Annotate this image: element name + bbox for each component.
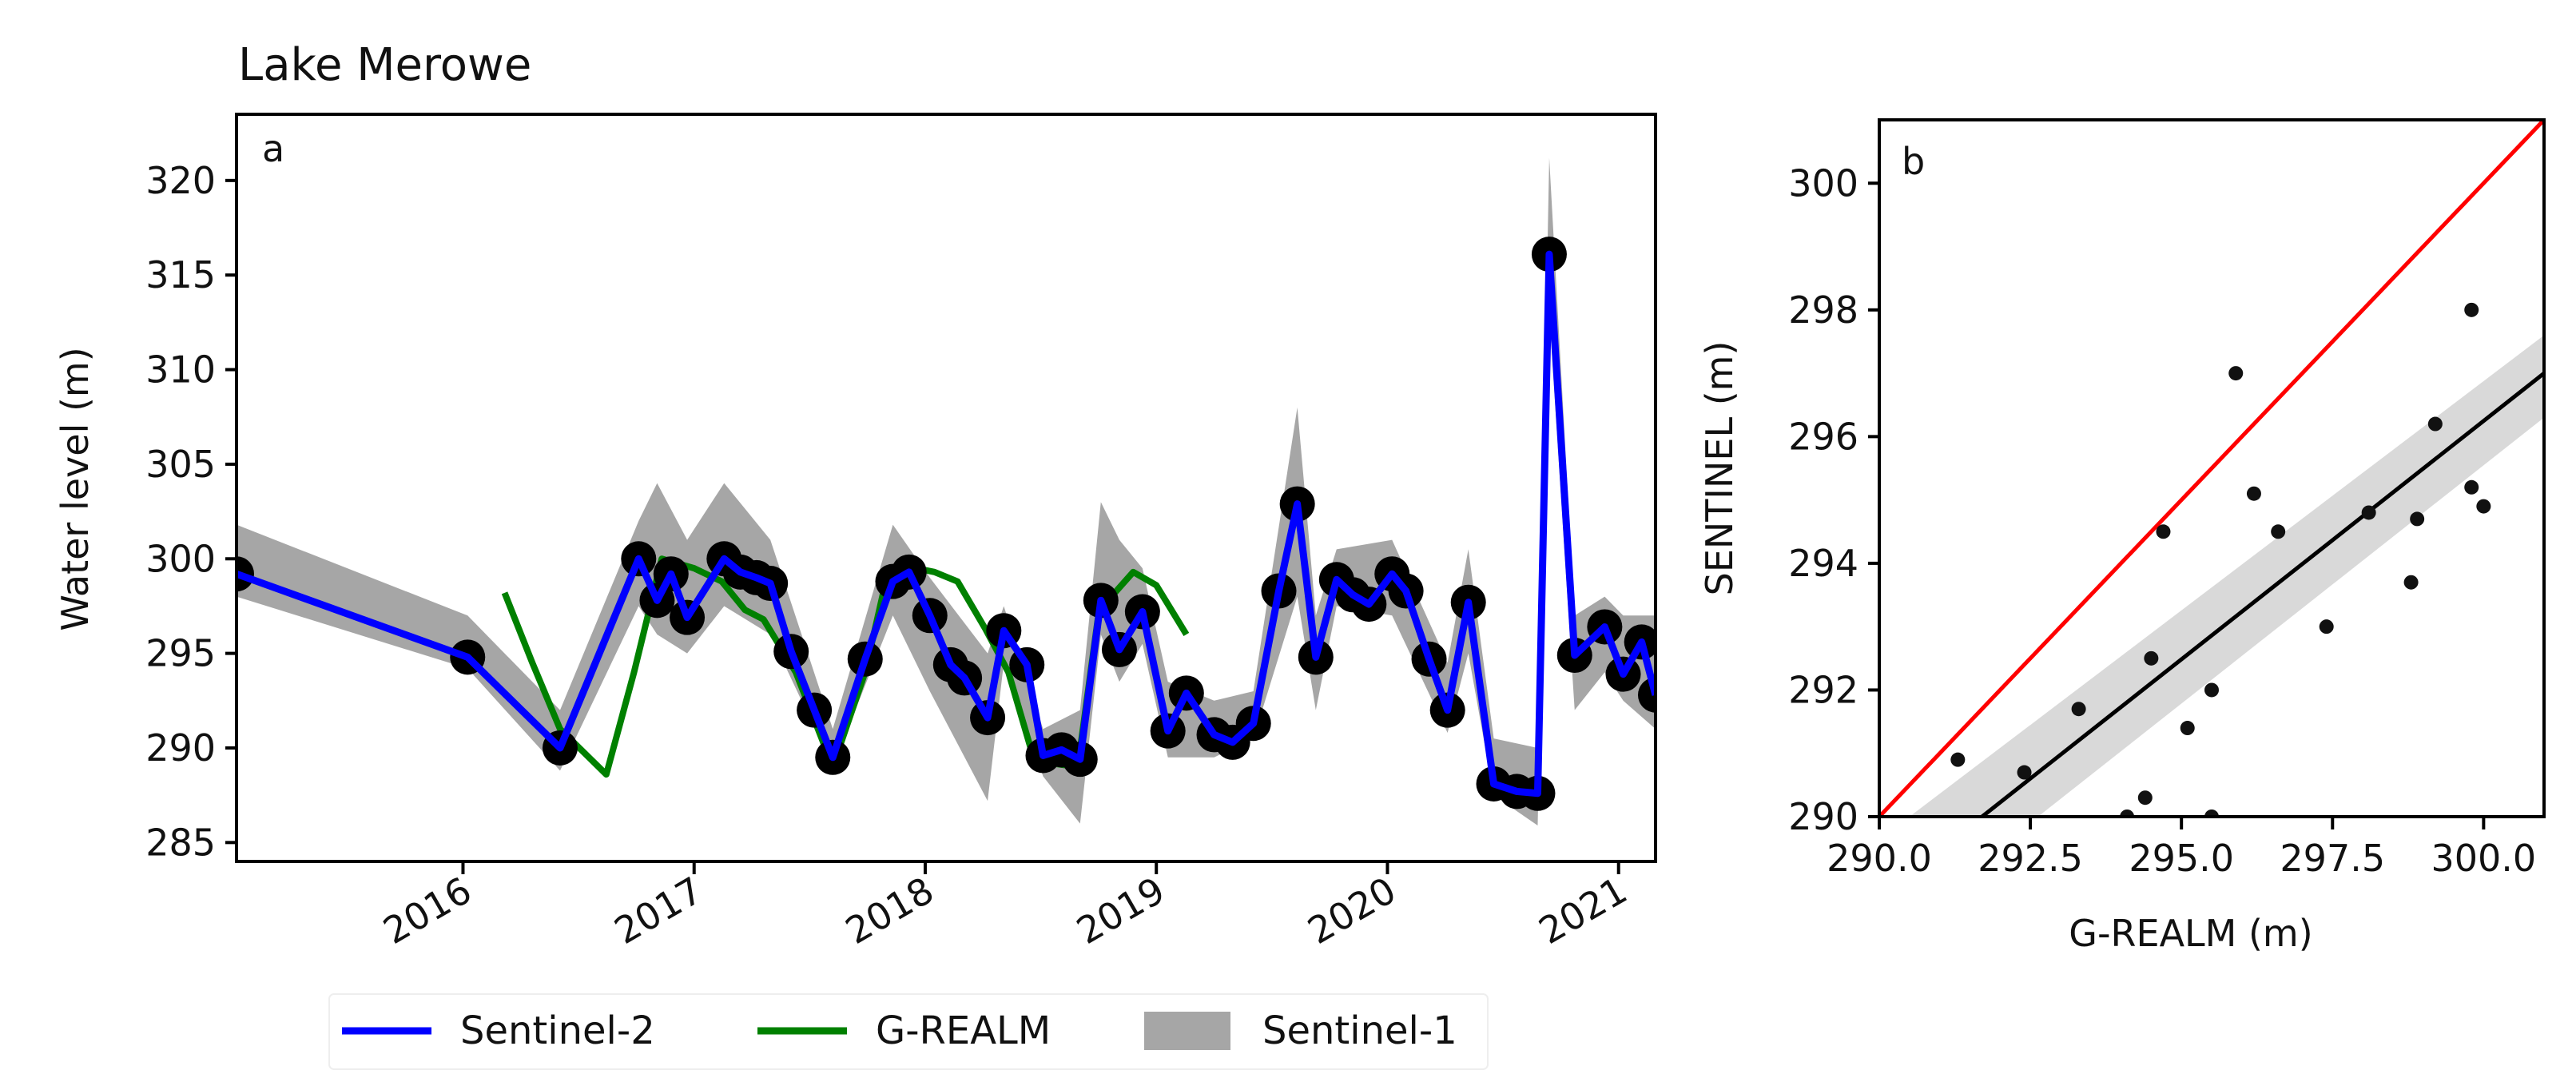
scatter-point xyxy=(2271,524,2286,539)
scatter-point xyxy=(2228,366,2244,381)
legend-item-sentinel-2: Sentinel-2 xyxy=(342,1008,655,1053)
y-tick-label: 310 xyxy=(145,348,216,392)
scatter-point xyxy=(2464,479,2479,495)
scatter-point xyxy=(2476,499,2491,514)
y-tick-label: 315 xyxy=(145,253,216,296)
y-tick-label: 285 xyxy=(145,821,216,864)
scatter-point xyxy=(2017,765,2032,780)
x-tick-label: 2019 xyxy=(1069,869,1171,953)
scatter-point xyxy=(2204,809,2219,817)
panel-b-label: b xyxy=(1902,140,1925,183)
sentinel-2-path xyxy=(237,250,1656,798)
panel-b-y-label: SENTINEL (m) xyxy=(1698,341,1741,596)
regression-fit xyxy=(1981,372,2544,817)
panel-b-y-axis: 290 292 294 296 298 300 xyxy=(1788,161,1879,838)
legend-label-g-realm: G-REALM xyxy=(876,1008,1051,1053)
scatter-point xyxy=(2137,790,2153,806)
x-tick-label: 290.0 xyxy=(1827,837,1932,880)
scatter-point xyxy=(2246,486,2261,501)
panel-a-y-label: Water level (m) xyxy=(54,347,97,630)
legend-label-sentinel-2: Sentinel-2 xyxy=(460,1008,655,1053)
reference-lines xyxy=(1879,120,2544,817)
sentinel-1-swatch xyxy=(1144,1012,1230,1050)
scatter-point xyxy=(2464,302,2479,317)
panel-a-label: a xyxy=(262,127,284,170)
sentinel-1-area xyxy=(237,157,1656,826)
panel-a-x-axis: 2016 2017 2018 2019 2020 2021 xyxy=(376,861,1634,953)
legend-item-sentinel-1: Sentinel-1 xyxy=(1144,1008,1457,1053)
x-tick-label: 2020 xyxy=(1301,869,1403,953)
x-tick-label: 300.0 xyxy=(2431,837,2537,880)
scatter-point xyxy=(2410,511,2425,527)
x-tick-label: 295.0 xyxy=(2129,837,2234,880)
scatter-point xyxy=(1950,752,1966,767)
scatter-point xyxy=(2120,809,2135,817)
x-tick-label: 297.5 xyxy=(2280,837,2385,880)
y-tick-label: 298 xyxy=(1788,288,1858,332)
y-tick-label: 290 xyxy=(1788,795,1858,838)
confidence-band xyxy=(1909,335,2544,817)
legend-label-sentinel-1: Sentinel-1 xyxy=(1262,1008,1457,1053)
scatter-point xyxy=(2144,650,2159,666)
panel-b-x-axis: 290.0 292.5 295.0 297.5 300.0 xyxy=(1827,817,2536,880)
y-tick-label: 292 xyxy=(1788,668,1858,711)
figure-title: Lake Merowe xyxy=(238,39,531,91)
scatter-point xyxy=(2427,416,2443,432)
panel-b-scatter: 290 292 294 296 298 300 290.0 292.5 295.0 297.5 3… xyxy=(1698,118,2546,955)
scatter-point xyxy=(2204,682,2219,698)
panel-a-frame xyxy=(235,113,1657,863)
sentinel-2-markers xyxy=(237,237,1656,811)
panel-b-x-label: G-REALM (m) xyxy=(2069,912,2312,955)
legend-item-g-realm: G-REALM xyxy=(757,1008,1051,1053)
legend: Sentinel-2 G-REALM Sentinel-1 xyxy=(328,993,1489,1070)
panel-a-y-axis: 285 290 295 300 305 310 315 320 xyxy=(145,159,237,864)
sentinel-2-line xyxy=(237,250,1656,798)
y-tick-label: 305 xyxy=(145,443,216,486)
scatter-points xyxy=(1950,302,2491,817)
y-tick-label: 320 xyxy=(145,159,216,202)
x-tick-label: 2016 xyxy=(376,869,479,953)
y-tick-label: 300 xyxy=(145,537,216,580)
y-tick-label: 295 xyxy=(145,632,216,675)
y-tick-label: 290 xyxy=(145,726,216,770)
scatter-point xyxy=(2361,505,2376,520)
y-tick-label: 300 xyxy=(1788,161,1858,205)
scatter-point xyxy=(2156,524,2171,539)
y-tick-label: 296 xyxy=(1788,415,1858,458)
scatter-point xyxy=(2180,721,2195,736)
confidence-band-area xyxy=(1909,335,2544,817)
sentinel-1-band xyxy=(237,157,1656,826)
scatter-point xyxy=(2319,619,2334,634)
x-tick-label: 292.5 xyxy=(1978,837,2083,880)
scatter-point xyxy=(2403,575,2419,590)
panel-b-frame xyxy=(1878,118,2546,818)
1-1-line xyxy=(1879,120,2544,817)
x-tick-label: 2018 xyxy=(838,869,940,953)
x-tick-label: 2021 xyxy=(1532,869,1634,953)
y-tick-label: 294 xyxy=(1788,542,1858,585)
scatter-point xyxy=(2071,702,2086,717)
x-tick-label: 2017 xyxy=(607,869,710,953)
